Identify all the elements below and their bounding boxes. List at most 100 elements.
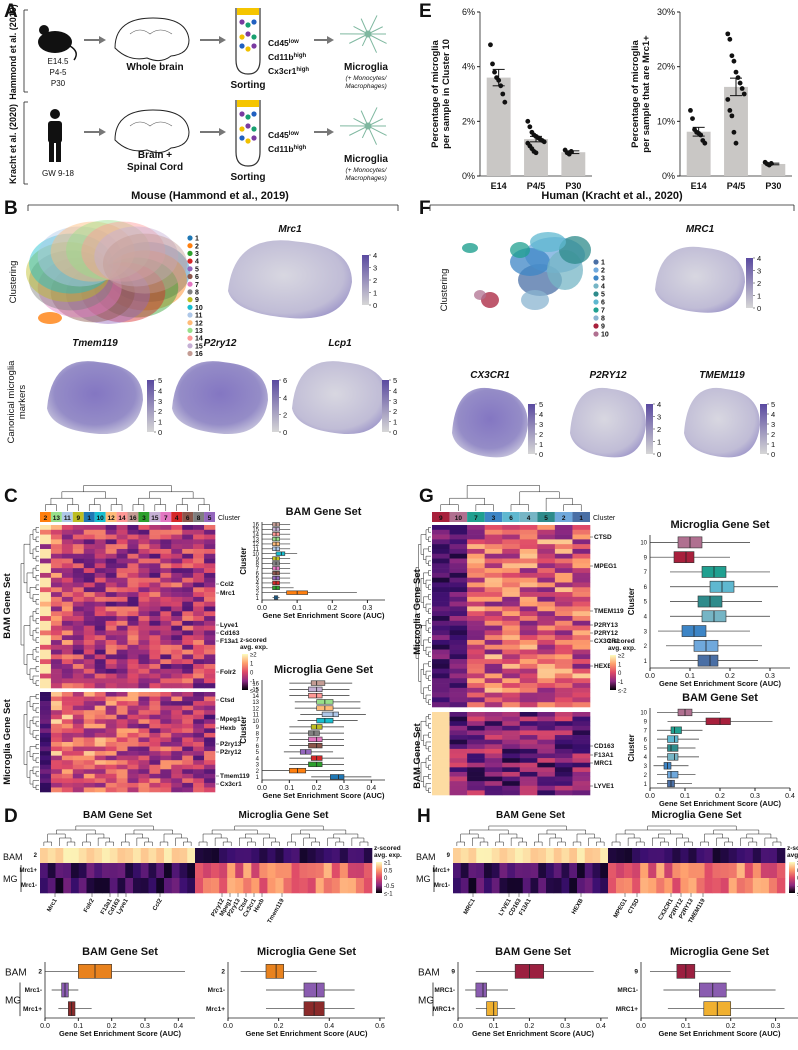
heatmap-cell [449,625,468,631]
heatmap-cell [160,755,172,761]
cluster-swatch [160,512,172,522]
heatmap-cell [432,577,450,583]
heatmap-cell [160,587,172,593]
marker-gene: Cd45 [268,130,289,140]
heatmap-cell [182,678,194,684]
heatmap-cell [204,577,216,583]
heatmap-cell [187,878,196,894]
heatmap-cell [138,778,150,784]
heatmap-cell [171,553,183,559]
heatmap-cell [204,751,216,756]
category-label: 5 [256,576,260,582]
heatmap-cell [72,705,85,711]
cell-dot [239,135,245,141]
heatmap-cell [484,539,503,545]
heatmap-cell [127,678,139,684]
heatmap-cell [160,544,172,550]
heatmap-cell [40,563,52,569]
heatmap-cell [83,710,95,716]
heatmap-cell [182,696,194,702]
heatmap-cell [193,769,205,775]
heatmap-cell [94,529,106,535]
heatmap-cell [149,525,161,531]
colorbar-tick-label: 3 [373,264,377,273]
heatmap-cell [83,568,95,574]
heatmap-cell [572,635,591,641]
box [265,964,285,979]
legend-swatch [187,343,193,349]
heatmap-cell [467,678,485,684]
data-point [725,97,731,102]
heatmap-cell [484,592,503,598]
x-tick-label: 0.1 [685,673,695,680]
x-tick-label: 0.0 [223,1023,233,1030]
heatmap-cell [105,769,117,775]
heatmap-cell [138,732,150,738]
heatmap-cell [537,748,556,754]
x-tick-label: 0.4 [366,785,376,792]
heatmap-cell [182,544,194,550]
heatmap-cell [105,723,117,729]
heatmap-cell [138,710,150,716]
heatmap-cell [554,659,573,665]
heatmap-cell [55,878,64,894]
legend-label: 14 [195,336,203,343]
heatmap-cell [432,673,450,679]
heatmap-cell [467,739,485,745]
heatmap-cell [105,558,117,564]
heatmap-cell [572,716,591,722]
heatmap-cell [171,848,180,864]
heatmap-cell [116,582,128,588]
heatmap-cell [449,548,468,555]
heatmap-cell [502,592,521,598]
sort-tube [235,8,261,75]
heatmap-cell [86,848,95,864]
feature-title: P2ry12 [204,338,237,349]
heatmap-cell [138,620,150,626]
heatmap-cell [83,683,95,689]
heatmap-cell [149,737,161,743]
heatmap-cell [61,534,74,540]
x-tick-label: P4/5 [727,181,746,191]
heatmap-cell [204,558,216,564]
heatmap-cell [61,746,74,752]
x-axis-label: Gene Set Enrichment Score (AUC) [659,679,782,688]
heatmap-cell [105,548,117,555]
heatmap-cell [537,534,556,540]
heatmap-cell [736,848,746,864]
heatmap-cell [432,753,450,759]
heatmap-cell [138,728,150,734]
heatmap-cell [40,760,52,766]
heatmap-cell [554,758,573,764]
heatmap-cell [572,735,591,740]
heatmap-cell [127,553,139,559]
heatmap-cell [160,683,172,689]
heatmap-cell [235,863,244,879]
heatmap-cell [502,735,521,740]
heatmap-cell [160,620,172,626]
heatmap-cell [116,664,128,670]
heatmap-cell [148,848,157,864]
heatmap-cell [672,863,681,879]
heatmap-cell [193,640,205,646]
heatmap-cell [40,778,52,784]
gene-label: MPEG1 [613,897,629,919]
heatmap-cell [72,577,85,583]
heatmap-cell [193,683,205,689]
heatmap-cell [182,705,194,711]
heatmap-cell [331,848,341,864]
heatmap-cell [50,630,63,636]
microglia-body [364,122,372,130]
heatmap-cell [160,710,172,716]
cell-dot [251,34,257,40]
heatmap-cell [449,683,468,689]
heatmap-cell [467,697,485,703]
heatmap-cell [432,548,450,555]
heatmap-cell [519,678,538,684]
heatmap-cell [171,640,183,646]
legend-title: z-scored [374,845,401,852]
heatmap-cell [94,606,106,612]
heatmap-cell [502,654,521,660]
heatmap-cell [83,659,95,665]
heatmap-cell [50,751,63,756]
